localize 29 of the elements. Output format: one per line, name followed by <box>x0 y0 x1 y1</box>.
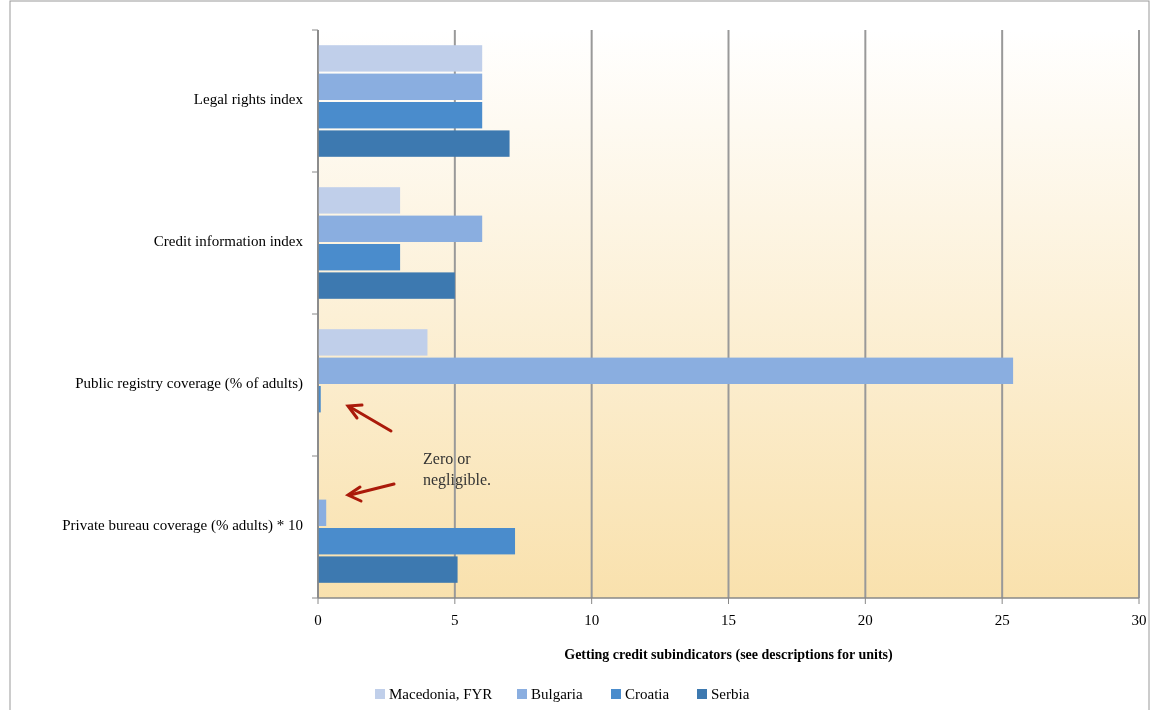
x-tick-label: 0 <box>314 612 322 628</box>
x-tick-label: 25 <box>994 612 1010 628</box>
bar <box>318 130 510 157</box>
x-tick-label: 30 <box>1131 612 1147 628</box>
annotation: Zero or negligible. <box>423 450 491 489</box>
legend-label: Bulgaria <box>531 686 583 702</box>
bar <box>318 272 455 299</box>
x-tick-label: 10 <box>584 612 600 628</box>
x-tick-label: 5 <box>451 612 459 628</box>
bar <box>318 244 401 271</box>
bar <box>318 357 1014 384</box>
bar <box>318 329 428 356</box>
y-tick-label: Public registry coverage (% of adults) <box>75 375 303 393</box>
bar <box>318 215 483 242</box>
legend-label: Serbia <box>711 686 750 702</box>
y-tick-label: Credit information index <box>153 233 304 250</box>
bar <box>318 102 483 129</box>
x-tick-label: 20 <box>857 612 873 628</box>
bar <box>318 528 516 555</box>
bar <box>318 556 458 583</box>
x-axis-title: Getting credit subindicators (see descriptions for units) <box>564 647 894 663</box>
y-tick-label: Legal rights index <box>193 91 304 108</box>
bar <box>318 187 401 214</box>
y-tick-label: Private bureau coverage (% adults) * 10 <box>62 517 303 535</box>
x-tick-label: 15 <box>721 612 736 628</box>
bar <box>318 45 483 72</box>
bar <box>318 73 483 100</box>
legend-label: Croatia <box>625 686 670 702</box>
legend-label: Macedonia, FYR <box>389 686 493 702</box>
